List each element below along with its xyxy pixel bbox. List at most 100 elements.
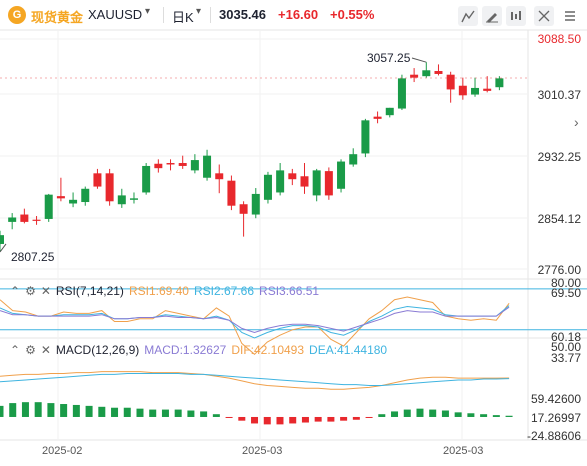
price-axis-label: 3010.37 (537, 88, 581, 102)
draw-icon[interactable] (482, 6, 502, 26)
macd-histogram-bar (21, 402, 29, 417)
rsi-series-line (0, 305, 510, 339)
macd-histogram-bar (276, 416, 284, 425)
price-axis-label: 2776.00 (537, 263, 581, 277)
fullscreen-icon[interactable] (534, 6, 554, 26)
macd-histogram-bar (238, 416, 246, 421)
high-annotation: 3057.25 (367, 51, 411, 65)
candle-body (495, 78, 504, 88)
candle-body (251, 193, 260, 215)
candle-body (434, 71, 443, 74)
candle-body (446, 74, 455, 90)
rsi1-value: RSI1:69.40 (128, 284, 189, 298)
candle-body (349, 154, 358, 165)
macd-histogram-bar (161, 409, 169, 417)
candle-body (288, 173, 297, 180)
candle-body (166, 163, 175, 165)
candle-body (312, 170, 321, 196)
macd-histogram-bar (174, 409, 182, 417)
macd-histogram-bar (441, 410, 449, 417)
macd-histogram-bar (47, 403, 55, 417)
rsi-axis-label: 50.00 (550, 340, 581, 354)
candle-body (190, 160, 199, 171)
macd-histogram-bar (301, 416, 309, 423)
rsi-axis-label: 80.00 (550, 276, 581, 290)
macd-histogram-bar (505, 415, 513, 417)
macd-histogram-bar (403, 409, 411, 417)
price-axis-label: 2932.25 (537, 150, 581, 164)
rsi-series-line (0, 296, 510, 355)
candle-body (178, 163, 187, 166)
macd-histogram-bar (263, 416, 271, 425)
candle-body (458, 85, 467, 96)
expand-icon[interactable] (458, 6, 478, 26)
gold-logo-icon: G (8, 6, 26, 24)
time-axis-label: 2025-03 (242, 445, 283, 457)
candle-body (471, 87, 480, 95)
candle-body (483, 88, 492, 91)
candle-body (300, 176, 309, 187)
macd-histogram-bar (365, 416, 373, 418)
time-axis-label: 2025-03 (443, 445, 484, 457)
macd-histogram-bar (416, 408, 424, 417)
rsi-axis-label: 33.77 (550, 351, 581, 365)
chevron-right-icon[interactable]: › (574, 114, 579, 130)
menu-icon[interactable] (560, 6, 580, 26)
rsi2-value: RSI2:67.66 (193, 284, 255, 298)
toolbar: G 现货黄金 XAUUSD ▾ 日K ▾ 3035.46 +16.60 +0.5… (0, 0, 587, 30)
macd-histogram-bar (492, 415, 500, 417)
macd-histogram-bar (327, 416, 335, 422)
dea-value: DEA:41.44180 (309, 343, 388, 357)
rsi-axis-label: 60.18 (550, 330, 581, 344)
macd-histogram-bar (85, 405, 93, 417)
macd-histogram-bar (34, 402, 42, 417)
candle-body (324, 171, 333, 196)
candle-body (422, 70, 431, 77)
macd-histogram-bar (212, 414, 220, 417)
macd-axis-label: 59.42600 (530, 392, 581, 406)
candle-body (0, 235, 4, 244)
candle-body (337, 161, 346, 189)
price-axis-label: 3088.50 (537, 32, 581, 46)
macd-axis-label: -24.88606 (526, 429, 581, 443)
macd-line (0, 371, 510, 390)
candle-body (397, 78, 406, 109)
macd-histogram-bar (429, 409, 437, 417)
candle-body (117, 195, 126, 205)
macd-histogram-bar (200, 411, 208, 417)
chevron-down-icon[interactable]: ▾ (196, 6, 202, 17)
collapse-icon[interactable]: ⌃ (10, 284, 21, 298)
chevron-down-icon[interactable]: ▾ (145, 6, 151, 17)
collapse-icon[interactable]: ⌃ (10, 343, 21, 357)
low-leader-line (0, 243, 7, 253)
candle-body (32, 219, 41, 221)
candle-body (263, 174, 272, 200)
macd-histogram-bar (136, 408, 144, 417)
candle-body (8, 217, 17, 222)
period-selector[interactable]: 日K (172, 10, 194, 25)
macd-histogram-bar (480, 414, 488, 417)
macd-value: MACD:1.32627 (144, 343, 227, 357)
toolbar-divider (210, 7, 211, 23)
settings-icon[interactable]: ⚙ (25, 343, 36, 357)
candle-body (361, 120, 370, 154)
rsi-legend: ⌃ ⚙ ✕ RSI(7,14,21) RSI1:69.40 RSI2:67.66… (10, 284, 319, 298)
macd-histogram-bar (9, 403, 17, 417)
indicator-icon[interactable] (506, 6, 526, 26)
rsi-series-line (0, 306, 510, 334)
price-axis-label: 2854.12 (537, 212, 581, 226)
symbol-code[interactable]: XAUUSD (88, 7, 143, 22)
macd-histogram-bar (225, 416, 233, 418)
symbol-name[interactable]: 现货黄金 (31, 10, 84, 25)
rsi-indicator-name: RSI(7,14,21) (55, 284, 124, 298)
close-icon[interactable]: ✕ (40, 343, 51, 357)
settings-icon[interactable]: ⚙ (25, 284, 36, 298)
close-icon[interactable]: ✕ (40, 284, 51, 298)
rsi-axis-label: 69.50 (550, 286, 581, 300)
candle-body (69, 199, 78, 204)
candle-body (385, 107, 394, 116)
candle-body (105, 173, 114, 202)
macd-histogram-bar (378, 414, 386, 417)
macd-histogram-bar (0, 405, 4, 417)
